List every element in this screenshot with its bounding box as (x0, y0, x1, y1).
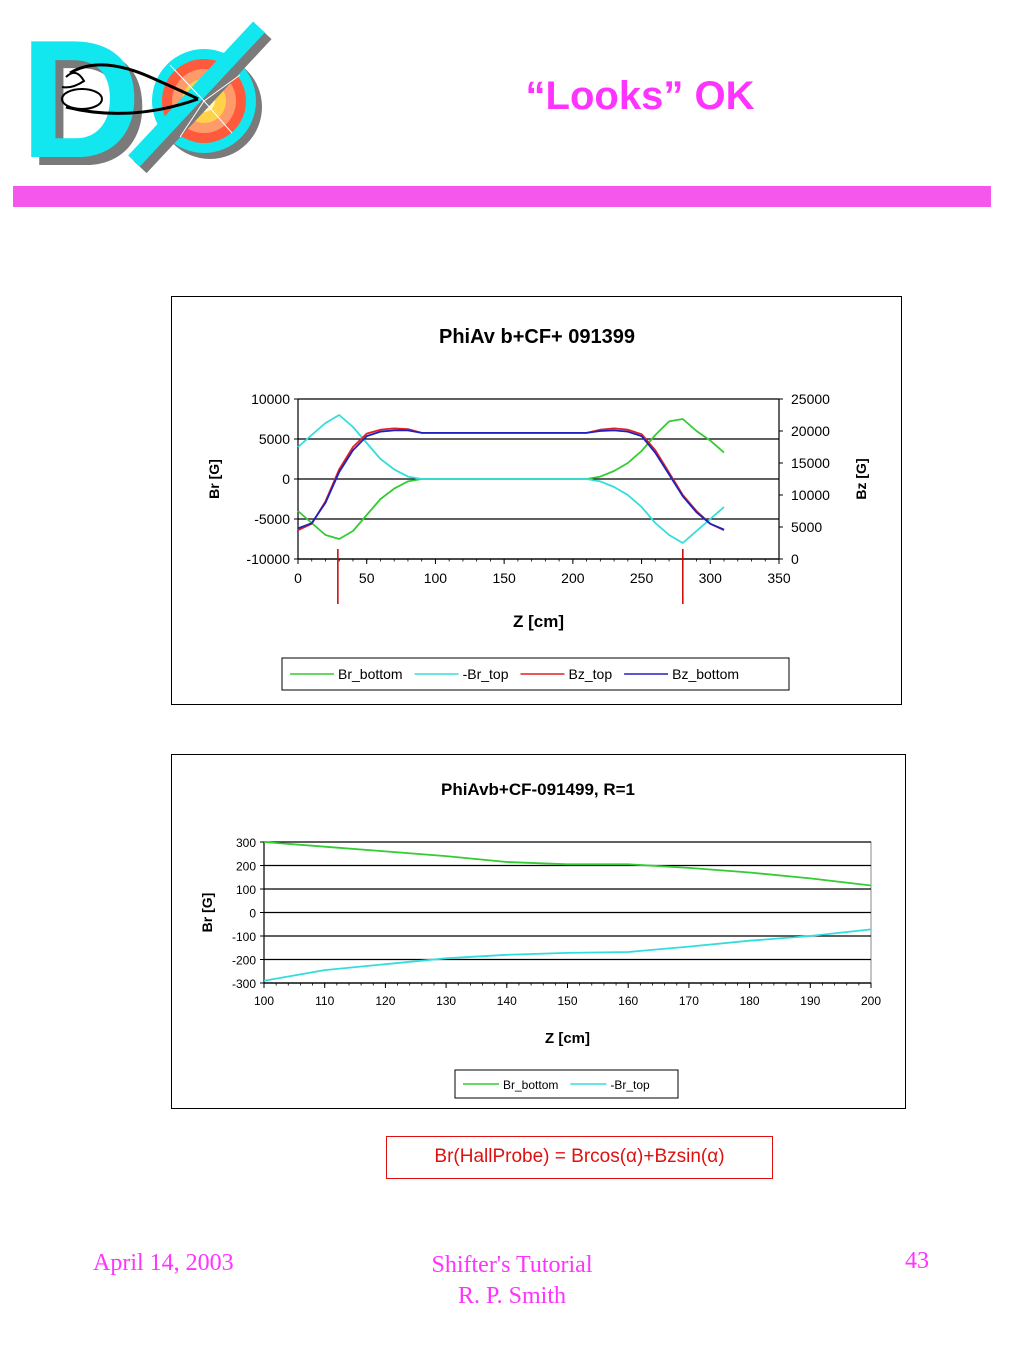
y-axis-label: Br [G] (199, 893, 215, 933)
legend-label: -Br_top (463, 666, 509, 682)
footer-center-line1: Shifter's Tutorial (431, 1252, 593, 1278)
y2-tick-label: 0 (791, 551, 799, 567)
series-line-br-top (263, 928, 872, 982)
x-tick-label: 160 (618, 994, 638, 1008)
x-tick-label: 140 (497, 994, 517, 1008)
series-line-bz-bottom (297, 429, 725, 531)
x-tick-label: 200 (561, 570, 585, 586)
title-divider-bar (13, 186, 991, 207)
x-axis-label: Z [cm] (545, 1030, 590, 1047)
chart-title: PhiAvb+CF-091499, R=1 (441, 780, 635, 799)
legend-label: Bz_bottom (672, 666, 739, 682)
x-tick-label: 250 (630, 570, 654, 586)
y-tick-label: 10000 (251, 391, 290, 407)
x-tick-label: 170 (679, 994, 699, 1008)
y-tick-label: 200 (236, 860, 256, 874)
formula-box: Br(HallProbe) = Brcos(α)+Bzsin(α) (386, 1136, 773, 1179)
legend-label: -Br_top (610, 1078, 650, 1092)
x-tick-label: 0 (294, 570, 302, 586)
x-tick-label: 200 (861, 994, 881, 1008)
y-tick-label: -200 (232, 954, 256, 968)
y-tick-label: 100 (236, 883, 256, 897)
chart-br-zoom: PhiAvb+CF-091499, R=1 -300 -200 -100 0 100 200… (171, 754, 906, 1109)
y2-tick-label: 25000 (791, 391, 830, 407)
x-tick-label: 110 (315, 994, 334, 1008)
y-tick-label: -10000 (246, 551, 290, 567)
y-tick-label: -100 (232, 930, 256, 944)
legend-label: Br_bottom (338, 666, 403, 682)
y-axis-label: Br [G] (206, 459, 222, 499)
y2-tick-label: 10000 (791, 487, 830, 503)
x-tick-label: 300 (699, 570, 723, 586)
x-tick-label: 150 (557, 994, 577, 1008)
x-tick-label: 190 (800, 994, 820, 1008)
x-tick-label: 100 (424, 570, 448, 586)
chart-bfield-overview: PhiAv b+CF+ 091399 -10000 -5000 0 5000 10000 0… (171, 296, 902, 705)
d0-logo: D D (10, 5, 272, 201)
y2-axis-label: Bz [G] (853, 458, 869, 499)
x-tick-label: 180 (740, 994, 760, 1008)
footer-date: April 14, 2003 (93, 1250, 234, 1276)
y-tick-label: 0 (282, 471, 290, 487)
x-tick-label: 130 (436, 994, 456, 1008)
y-tick-label: 0 (249, 907, 256, 921)
svg-text:D: D (20, 15, 141, 175)
x-tick-label: 50 (359, 570, 375, 586)
svg-text:D: D (28, 15, 149, 175)
chart-title: PhiAv b+CF+ 091399 (439, 326, 635, 348)
legend-label: Bz_top (569, 666, 613, 682)
y-tick-label: 300 (236, 836, 256, 850)
x-tick-label: 150 (492, 570, 516, 586)
y-tick-label: -300 (232, 977, 256, 991)
x-axis-label: Z [cm] (513, 612, 564, 631)
y2-tick-label: 5000 (791, 519, 822, 535)
x-tick-label: 100 (254, 994, 274, 1008)
y-tick-label: 5000 (259, 431, 290, 447)
legend-label: Br_bottom (503, 1078, 558, 1092)
footer-center-line2: R. P. Smith (457, 1283, 567, 1309)
series-line-br-top (297, 414, 725, 544)
footer-center: Shifter's Tutorial R. P. Smith (312, 1250, 712, 1312)
series-line-br-bottom (263, 841, 872, 887)
footer-page-number: 43 (905, 1248, 929, 1274)
y-tick-label: -5000 (254, 511, 290, 527)
x-tick-label: 350 (767, 570, 791, 586)
y2-tick-label: 20000 (791, 423, 830, 439)
slide-title: “Looks” OK (525, 74, 755, 118)
y2-tick-label: 15000 (791, 455, 830, 471)
x-tick-label: 120 (375, 994, 395, 1008)
